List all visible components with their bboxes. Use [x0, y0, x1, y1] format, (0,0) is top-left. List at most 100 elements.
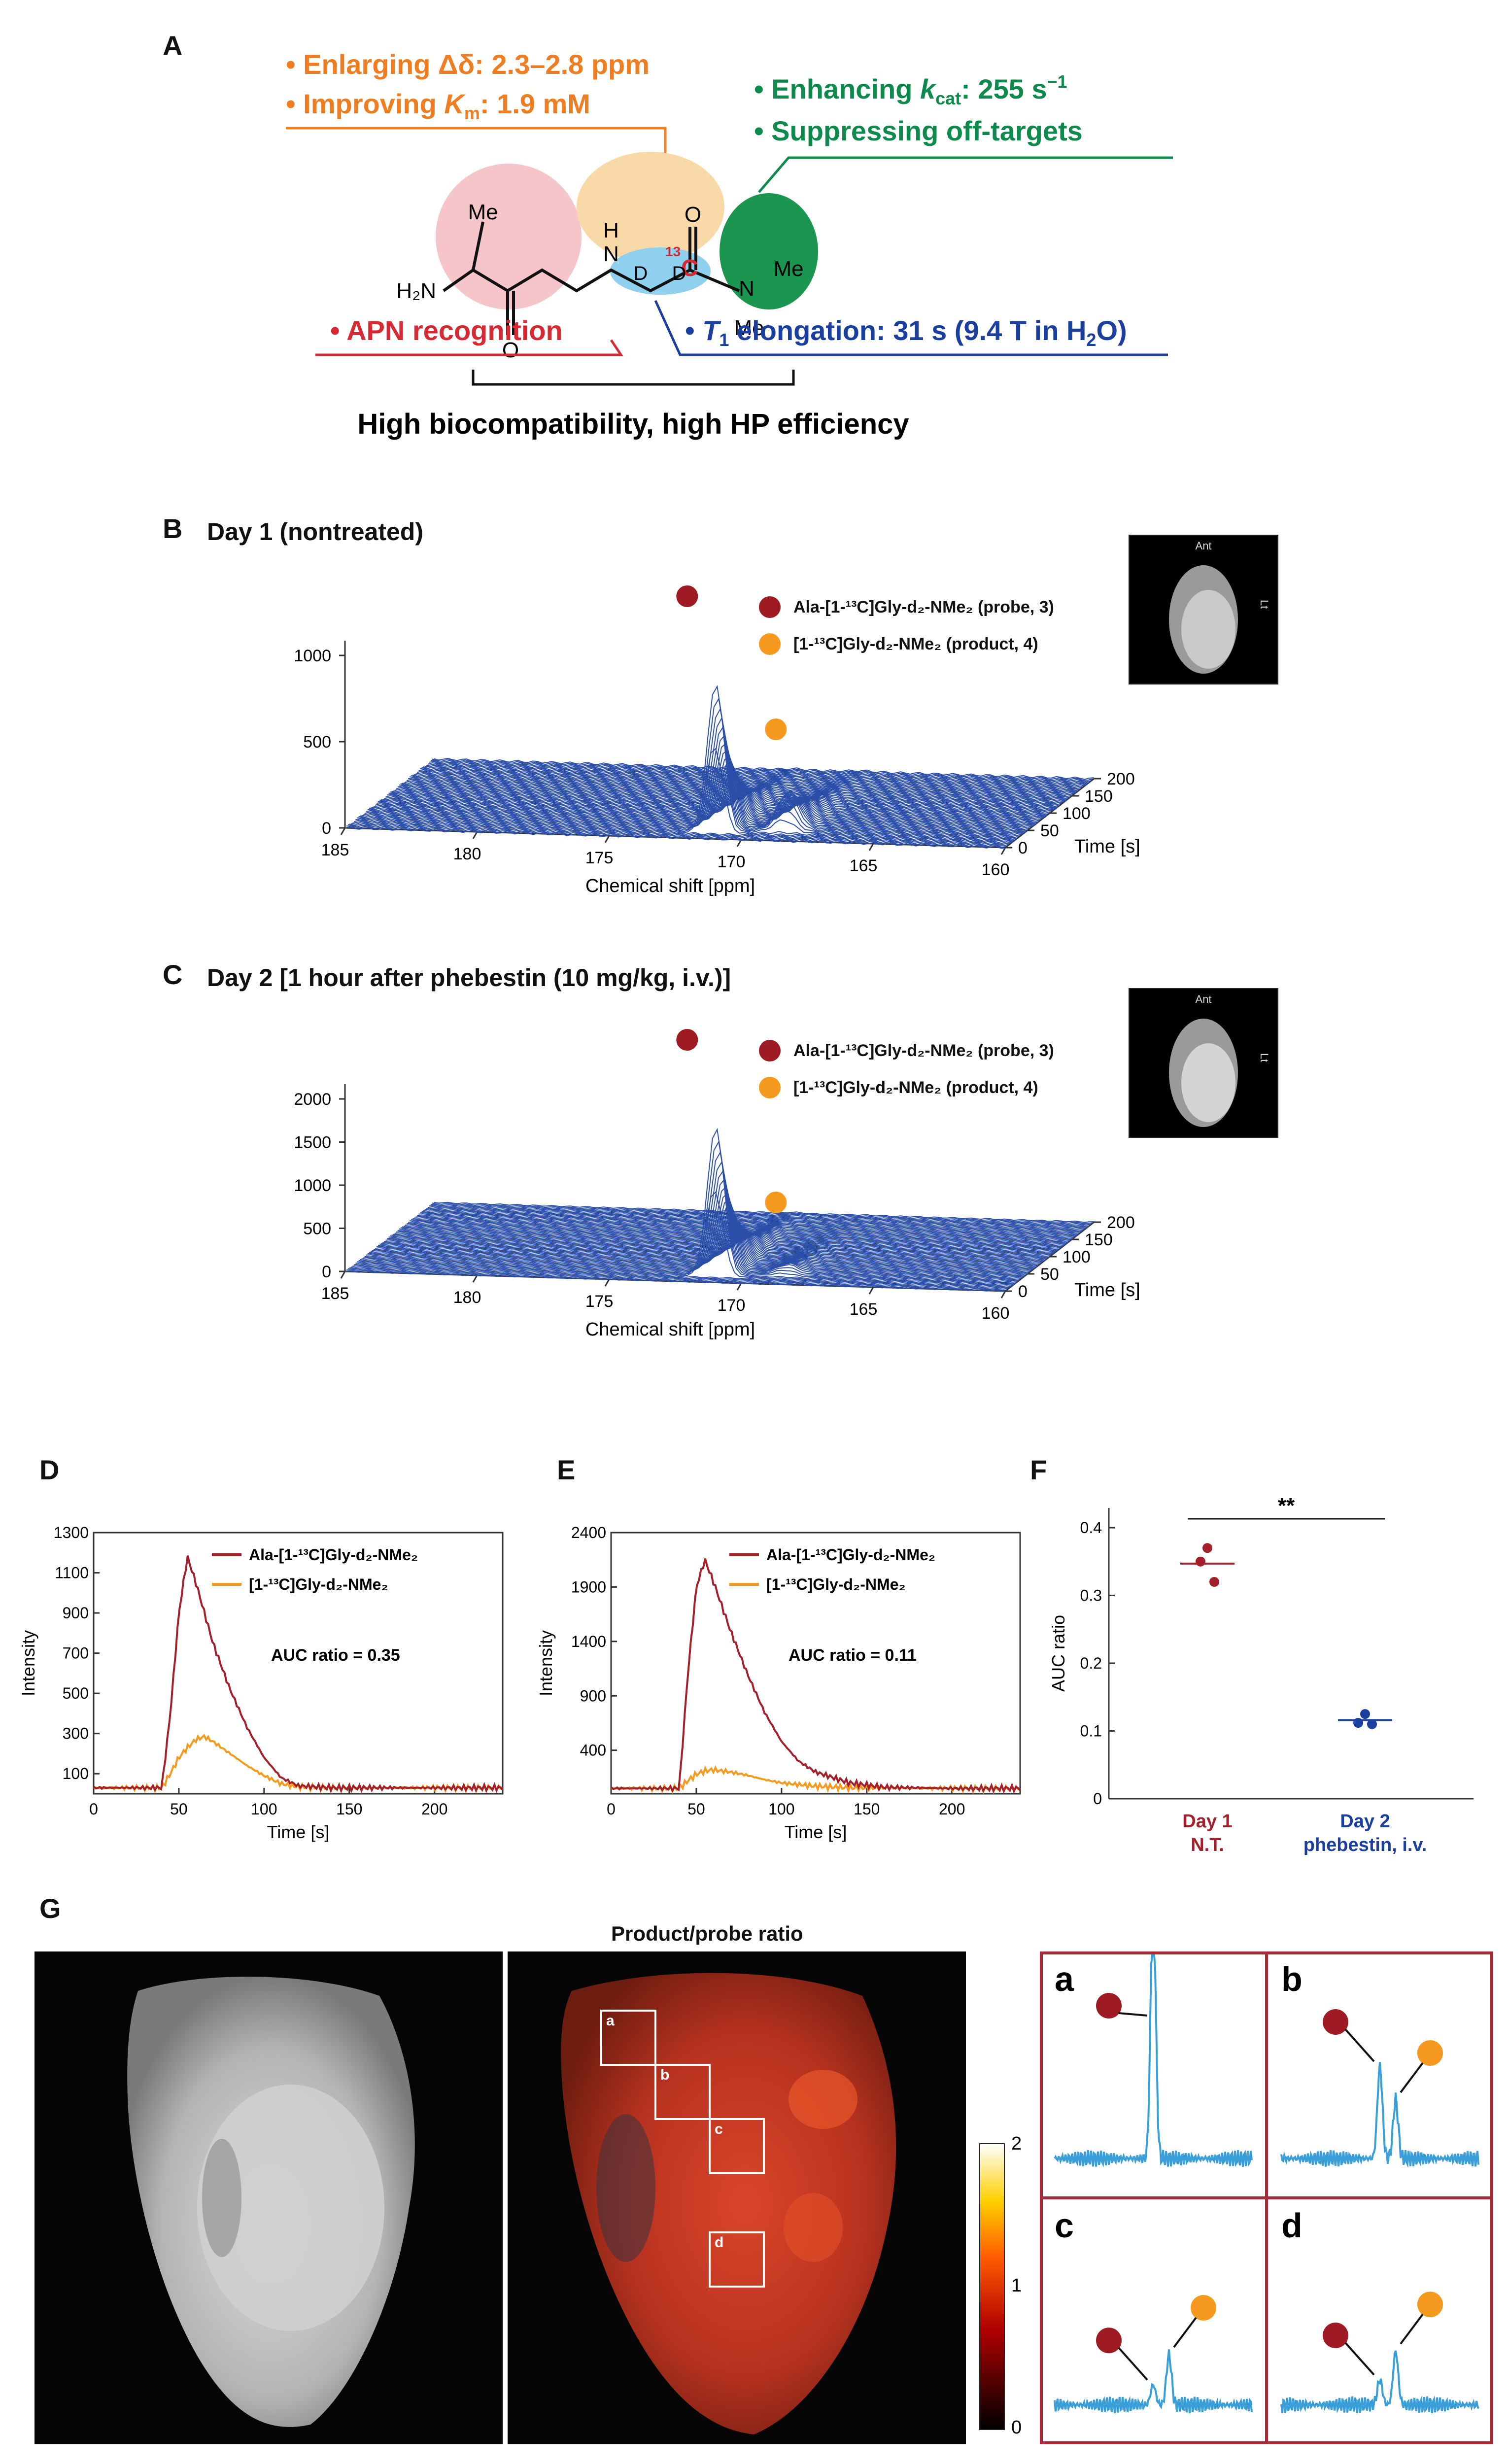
- product-arrow: [1173, 2317, 1197, 2348]
- product-marker: [1417, 2292, 1443, 2318]
- product-marker: [765, 1192, 787, 1213]
- y-tick-label: 500: [63, 1684, 89, 1702]
- y-tick-label: 400: [580, 1742, 606, 1759]
- legend-probe-c: Ala-[1-¹³C]Gly-d₂-NMe₂ (probe, 3): [759, 1040, 1054, 1061]
- x-axis-title: Chemical shift [ppm]: [585, 1319, 755, 1340]
- legend-product-b: [1-¹³C]Gly-d₂-NMe₂ (product, 4): [759, 633, 1038, 655]
- product-dot: [759, 1077, 781, 1098]
- spectrum-trace: [429, 1205, 1090, 1227]
- z-tick-label: 500: [303, 1220, 331, 1238]
- colorbar: 2 1 0: [979, 2134, 1022, 2438]
- spectrum-trace: [394, 788, 1056, 810]
- x-axis-title: Time [s]: [785, 1822, 847, 1842]
- panel-a-figure: Me H₂N O N H O 13 C D D N Me Me • Enlarg…: [286, 49, 1173, 440]
- panel-g-title: Product/probe ratio: [611, 1922, 803, 1945]
- legend-probe-label: Ala-[1-¹³C]Gly-d₂-NMe₂ (probe, 3): [793, 1041, 1054, 1060]
- spectrum-trace: [420, 1212, 1081, 1234]
- probe-marker: [1096, 2327, 1122, 2354]
- inset-heart-image: [1169, 1019, 1238, 1127]
- x-tick-label: 100: [768, 1800, 794, 1818]
- spectrum-trace: [347, 1268, 1009, 1290]
- x-tick-label: 185: [321, 1284, 349, 1303]
- spectrum-trace: [418, 769, 1079, 791]
- spectrum-trace: [358, 1161, 1019, 1282]
- spectrum-trace: [427, 762, 1089, 785]
- spectrum-trace: [361, 1178, 1022, 1279]
- cell-label: d: [1281, 2206, 1303, 2245]
- roi-label-c: c: [715, 2121, 723, 2137]
- spectrum-cell-a: a: [1054, 1954, 1253, 2168]
- x-tick: [472, 831, 478, 839]
- probe-arrow: [1118, 2012, 1148, 2017]
- y-tick-label: 0.4: [1080, 1519, 1102, 1537]
- y-axis-title: Time [s]: [1074, 836, 1140, 857]
- spectrum-trace: [363, 742, 1024, 835]
- z-tick-label: 1000: [294, 1176, 331, 1195]
- y-axis-title: Intensity: [536, 1630, 556, 1696]
- x-tick: [604, 835, 610, 843]
- spectrum-trace: [352, 1191, 1013, 1286]
- spectrum-trace: [432, 758, 1093, 781]
- spectrum-trace: [423, 766, 1084, 788]
- spectrum-trace: [363, 1185, 1024, 1278]
- panel-label-e: E: [557, 1454, 576, 1485]
- data-point: [1196, 1556, 1205, 1567]
- chart-d: 0 50 100 150 200 100 300 500 700 900 1100 1300 Time …: [18, 1524, 504, 1842]
- legend-product-c: [1-¹³C]Gly-d₂-NMe₂ (product, 4): [759, 1077, 1038, 1098]
- mol-c13-sup: 13: [665, 244, 681, 259]
- mol-o2: O: [685, 203, 701, 227]
- y-tick-label: 150: [1085, 787, 1113, 806]
- inset-lt-label: Lt: [1258, 1053, 1270, 1062]
- mol-n: N: [603, 242, 619, 266]
- product-marker: [765, 719, 787, 740]
- spectrum-trace: [366, 1198, 1027, 1276]
- probe-marker: [676, 1029, 698, 1051]
- x-tick: [340, 827, 346, 835]
- spectrum-trace: [390, 1232, 1051, 1257]
- legend-label: Ala-[1-¹³C]Gly-d₂-NMe₂: [766, 1546, 935, 1564]
- x-tick: [868, 1287, 874, 1295]
- pink-ellipse: [436, 164, 582, 309]
- mol-n2: N: [739, 276, 754, 301]
- cell-label: c: [1055, 2206, 1074, 2245]
- spectrum-trace: [357, 1151, 1018, 1283]
- mol-o1: O: [502, 338, 519, 362]
- orange-callout-line: [286, 127, 667, 153]
- spectrum-trace: [426, 1207, 1087, 1229]
- x-tick-label: 0: [607, 1800, 616, 1818]
- x-tick-label: 170: [718, 853, 746, 871]
- z-tick-label: 1000: [294, 647, 331, 665]
- category-label-line1: Day 1: [1182, 1811, 1232, 1832]
- green-ellipse: [720, 193, 818, 309]
- y-tick-label: 0.1: [1080, 1722, 1102, 1740]
- roi-label-b: b: [660, 2067, 669, 2083]
- x-axis-title: Chemical shift [ppm]: [585, 876, 755, 896]
- spectrum-line: [1054, 2349, 1253, 2414]
- mol-c13: C: [681, 255, 698, 281]
- z-tick-label: 2000: [294, 1090, 331, 1109]
- legend-probe-label: Ala-[1-¹³C]Gly-d₂-NMe₂ (probe, 3): [793, 597, 1054, 616]
- x-tick-label: 180: [453, 845, 481, 863]
- spectra-grid: a b c d: [1040, 1951, 1493, 2444]
- spectrum-trace: [355, 1140, 1016, 1284]
- y-tick-label: 200: [1107, 770, 1135, 788]
- y-tick-label: 0: [1018, 839, 1028, 857]
- category-label-line1: Day 2: [1340, 1811, 1390, 1832]
- chart-f: 0 0.1 0.2 0.3 0.4 AUC ratio Day 1 N.T. Day 2 pheb…: [1050, 1494, 1474, 1855]
- inset-ant-label: Ant: [1195, 993, 1212, 1005]
- data-point: [1209, 1577, 1219, 1587]
- spectrum-trace: [433, 1201, 1095, 1223]
- spectrum-trace: [430, 1203, 1092, 1226]
- x-tick-label: 50: [170, 1800, 188, 1818]
- y-tick-label: 200: [1107, 1213, 1135, 1232]
- spectrum-trace: [360, 725, 1021, 837]
- spectrum-cell-d: d: [1280, 2206, 1479, 2414]
- probe-marker: [1323, 2009, 1348, 2035]
- probe-dot: [759, 1040, 781, 1061]
- mol-me-bottom: Me: [734, 316, 764, 340]
- series-line: [610, 1558, 1021, 1794]
- x-tick-label: 150: [336, 1800, 362, 1818]
- legend-label: Ala-[1-¹³C]Gly-d₂-NMe₂: [249, 1546, 418, 1564]
